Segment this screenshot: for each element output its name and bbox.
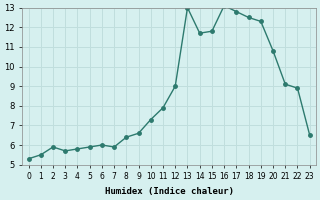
X-axis label: Humidex (Indice chaleur): Humidex (Indice chaleur)	[105, 187, 234, 196]
